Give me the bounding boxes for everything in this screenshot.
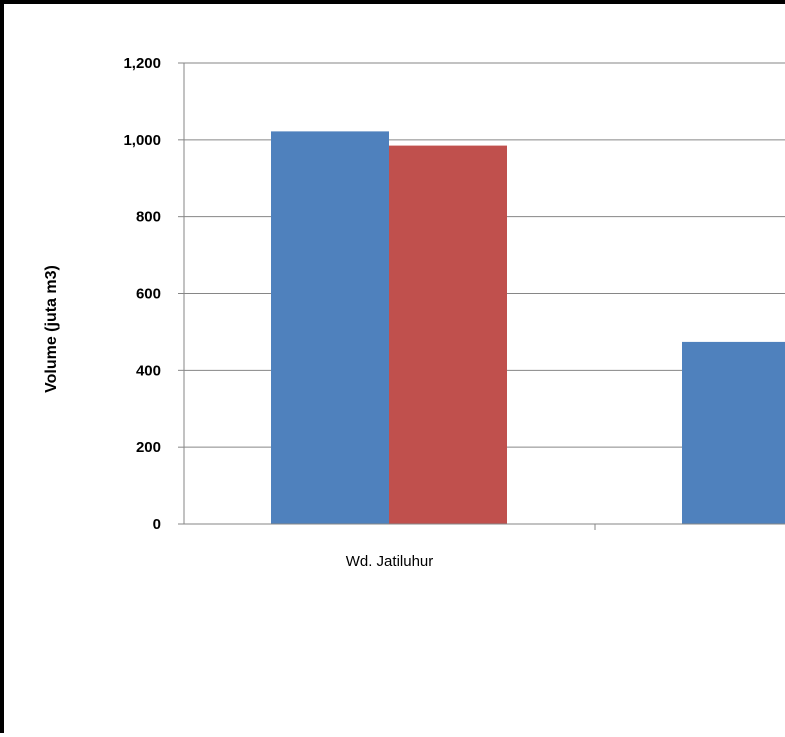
y-tick-label: 1,000: [123, 132, 161, 149]
y-tick-label: 400: [136, 362, 161, 379]
y-tick-label: 200: [136, 439, 161, 456]
y-tick-label: 800: [136, 209, 161, 226]
y-axis-title: Volume (juta m3): [43, 265, 60, 393]
x-category-label: Wd. Jatiluhur: [346, 553, 434, 570]
y-tick-label: 600: [136, 286, 161, 303]
y-tick-label: 1,200: [123, 55, 161, 72]
bars: [271, 131, 785, 525]
y-tick-label: 0: [153, 516, 161, 533]
axes: [178, 62, 785, 530]
bar: [389, 145, 507, 525]
bar: [271, 131, 389, 525]
bar: [682, 341, 785, 524]
